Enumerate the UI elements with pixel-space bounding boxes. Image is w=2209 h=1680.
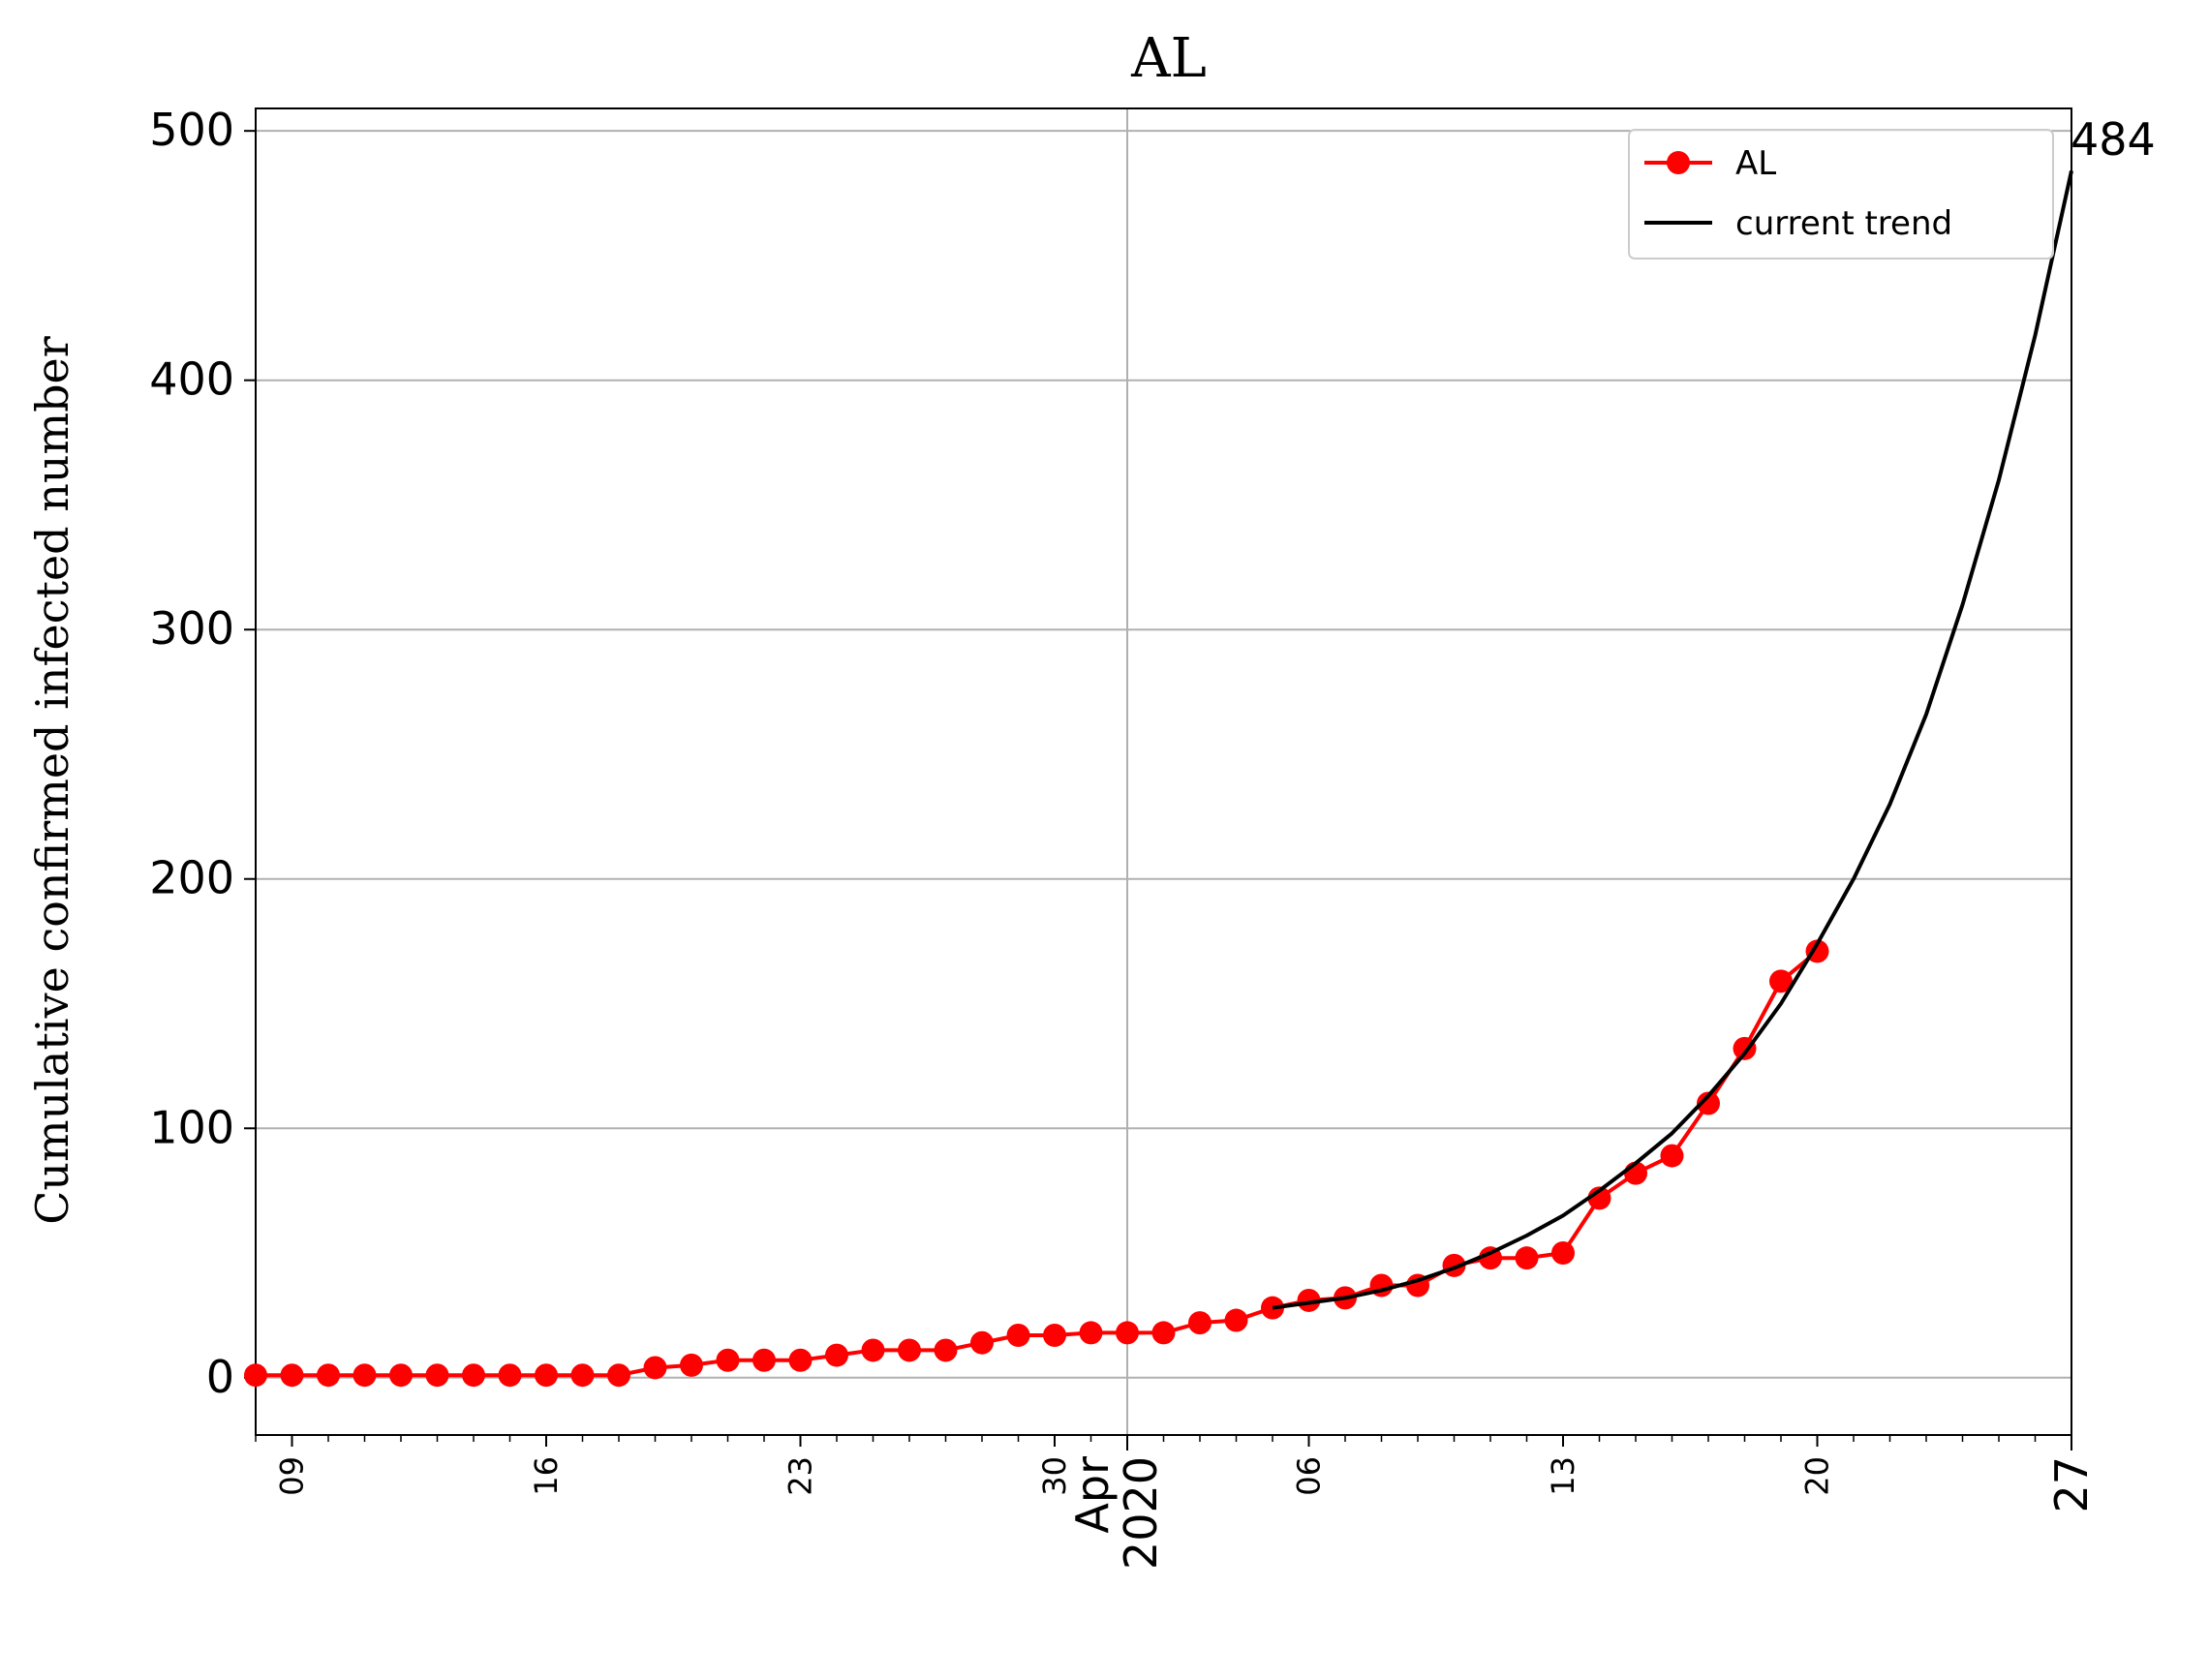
data-point xyxy=(498,1363,522,1388)
y-tick-label: 100 xyxy=(149,1101,234,1153)
data-point xyxy=(570,1363,595,1388)
x-tick-label: 13 xyxy=(1545,1456,1581,1496)
data-point xyxy=(1660,1144,1684,1168)
series-line-0 xyxy=(256,949,1819,1378)
series-line-1 xyxy=(1272,169,2073,1310)
data-point xyxy=(317,1363,340,1388)
data-point xyxy=(825,1343,848,1367)
grid-lines xyxy=(256,108,2071,1435)
data-point xyxy=(1224,1308,1248,1332)
data-point xyxy=(861,1338,885,1362)
legend-swatch-marker xyxy=(1667,151,1690,174)
x-tick-label: 30 xyxy=(1036,1456,1073,1496)
data-point xyxy=(898,1338,921,1362)
x-tick-label: 23 xyxy=(782,1456,819,1496)
data-point xyxy=(680,1353,703,1377)
legend-label: AL xyxy=(1735,144,1776,183)
data-point xyxy=(1297,1288,1321,1312)
data-point xyxy=(1006,1323,1030,1347)
data-point xyxy=(1151,1321,1176,1345)
chart-title: AL xyxy=(1130,27,1207,90)
data-point xyxy=(1188,1311,1212,1335)
y-tick-label: 400 xyxy=(149,353,234,406)
x-tick-label: 16 xyxy=(528,1456,565,1496)
data-point xyxy=(752,1348,776,1372)
data-point xyxy=(244,1363,267,1388)
data-point xyxy=(425,1363,449,1388)
data-point xyxy=(389,1363,413,1388)
legend-label: current trend xyxy=(1735,204,1952,243)
data-point xyxy=(643,1356,667,1380)
y-tick-label: 500 xyxy=(149,104,234,156)
x-tick-label: 20 xyxy=(1799,1456,1836,1496)
x-month-label: Apr xyxy=(1066,1456,1119,1534)
data-point xyxy=(462,1363,485,1388)
data-point xyxy=(716,1348,740,1372)
y-tick-label: 200 xyxy=(149,852,234,904)
data-point xyxy=(934,1338,958,1362)
data-point xyxy=(970,1330,994,1355)
data-point xyxy=(1043,1323,1066,1347)
data-point xyxy=(1551,1241,1575,1266)
data-point xyxy=(280,1363,304,1388)
x-end-tick-label: 27 xyxy=(2045,1456,2098,1513)
y-axis-label: Cumulative confirmed infected number xyxy=(26,336,78,1225)
series-group xyxy=(244,169,2073,1388)
data-point xyxy=(1515,1246,1539,1270)
data-point xyxy=(1769,969,1793,993)
x-year-label: 2020 xyxy=(1115,1456,1167,1570)
y-tick-label: 0 xyxy=(206,1351,234,1403)
plot-frame xyxy=(255,107,2072,1436)
data-point xyxy=(535,1363,558,1388)
end-value-annotation: 484 xyxy=(2071,113,2156,166)
data-point xyxy=(1079,1321,1103,1345)
y-tick-label: 300 xyxy=(149,602,234,655)
x-tick-label: 09 xyxy=(274,1456,311,1496)
x-tick-label: 06 xyxy=(1291,1456,1328,1496)
legend: AL current trend xyxy=(1628,129,2054,260)
data-point xyxy=(353,1363,377,1388)
data-point xyxy=(1116,1321,1139,1345)
data-point xyxy=(788,1348,813,1372)
legend-box xyxy=(1628,129,2054,260)
data-point xyxy=(1697,1091,1720,1115)
data-point xyxy=(607,1363,630,1388)
